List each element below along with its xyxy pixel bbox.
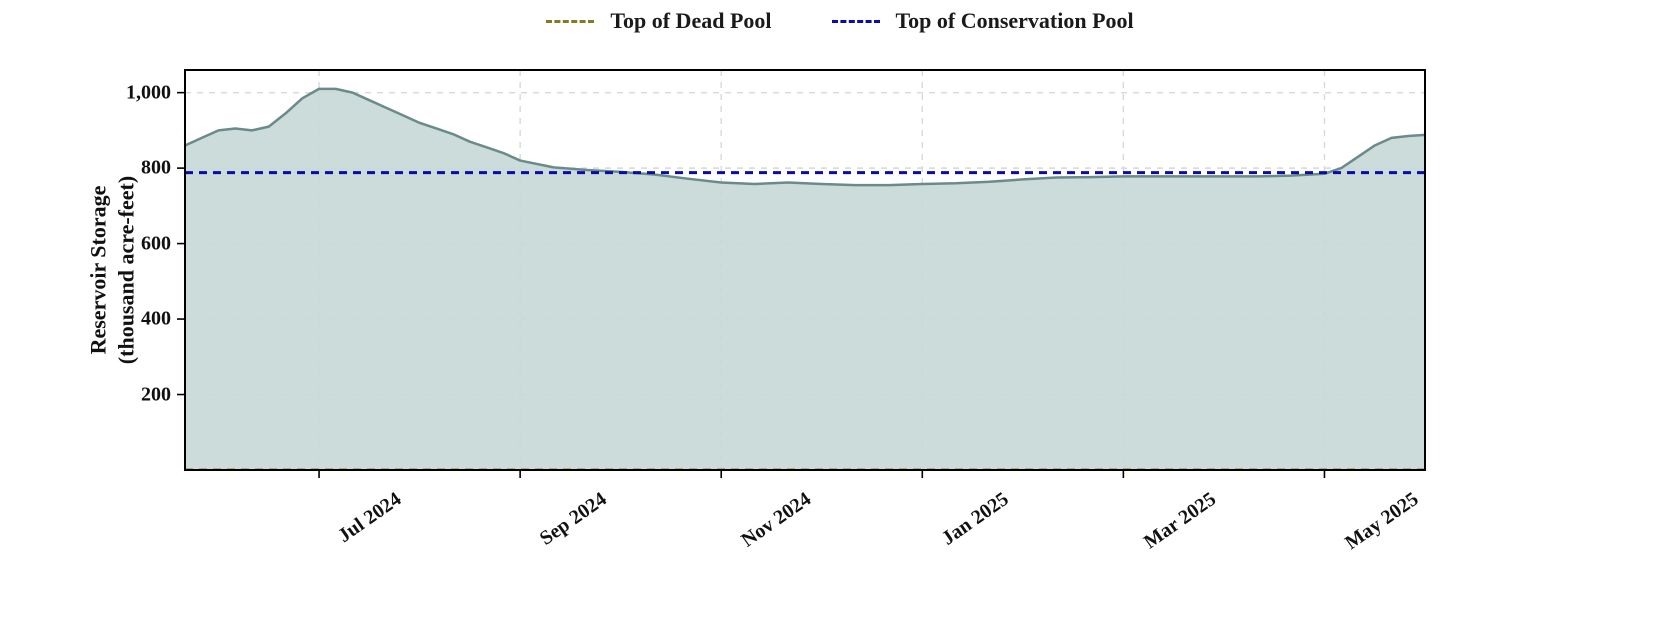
- legend-item-conservation-pool: Top of Conservation Pool: [832, 8, 1134, 34]
- y-axis-title-line2: (thousand acre-feet): [113, 176, 138, 364]
- chart-svg: [0, 0, 1680, 630]
- legend-swatch-dead-pool: [546, 20, 594, 23]
- reservoir-storage-chart: Top of Dead Pool Top of Conservation Poo…: [0, 0, 1680, 630]
- legend-label-dead-pool: Top of Dead Pool: [610, 8, 771, 34]
- y-tick-label: 800: [115, 157, 171, 180]
- legend-item-dead-pool: Top of Dead Pool: [546, 8, 771, 34]
- y-axis-title-line1: Reservoir Storage: [86, 186, 111, 355]
- y-axis-title: Reservoir Storage (thousand acre-feet): [85, 176, 140, 364]
- legend-label-conservation-pool: Top of Conservation Pool: [896, 8, 1134, 34]
- chart-legend: Top of Dead Pool Top of Conservation Poo…: [0, 8, 1680, 34]
- y-tick-label: 200: [115, 383, 171, 406]
- y-tick-label: 1,000: [115, 81, 171, 104]
- y-tick-label: 400: [115, 308, 171, 331]
- legend-swatch-conservation-pool: [832, 20, 880, 23]
- y-tick-label: 600: [115, 232, 171, 255]
